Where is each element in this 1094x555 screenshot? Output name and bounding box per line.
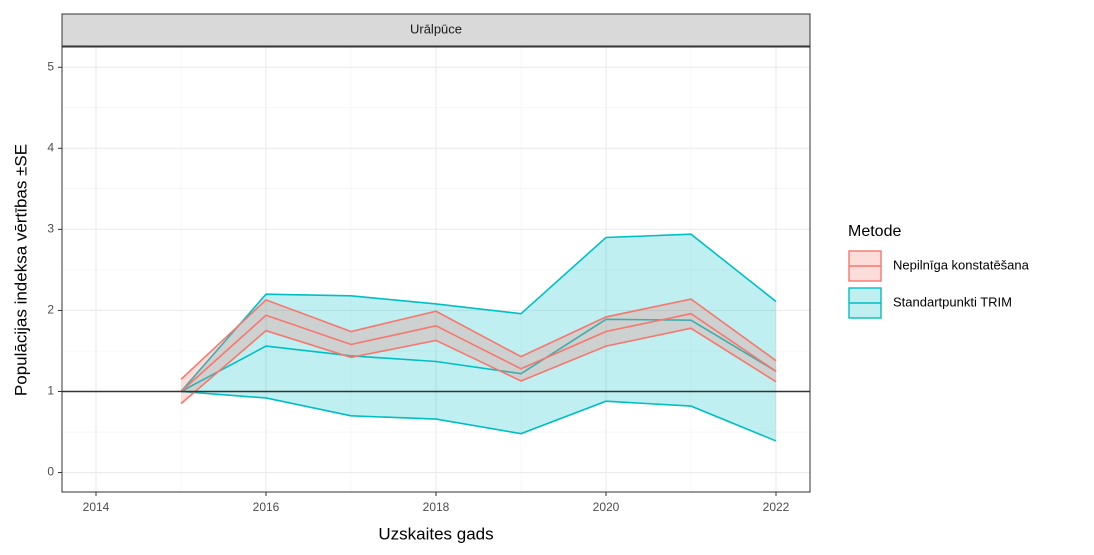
se-lower-line [180, 390, 777, 442]
x-tick-label: 2020 [593, 500, 620, 514]
strip-label: Urālpūce [410, 21, 462, 36]
legend-label: Standartpunkti TRIM [893, 294, 1012, 309]
panel-border [61, 46, 811, 493]
y-axis-title: Populācijas indeksa vērtības ±SE [11, 144, 30, 396]
se-ribbon [181, 234, 776, 441]
legend-label: Nepilnīga konstatēšana [893, 257, 1030, 272]
x-tick-label: 2022 [763, 500, 790, 514]
y-tick-label: 4 [47, 140, 54, 154]
legend-title: Metode [848, 223, 901, 240]
x-tick-label: 2016 [253, 500, 280, 514]
se-ribbon [181, 299, 776, 404]
y-tick-label: 3 [47, 222, 54, 236]
se-upper-line [180, 298, 777, 380]
x-axis-title: Uzskaites gads [378, 524, 493, 543]
y-tick-label: 5 [47, 59, 54, 73]
y-tick-label: 0 [47, 465, 54, 479]
line [180, 312, 777, 393]
y-tick-label: 1 [47, 384, 54, 398]
se-lower-line [180, 327, 777, 405]
x-tick-label: 2018 [423, 500, 450, 514]
x-tick-label: 2014 [83, 500, 110, 514]
y-tick-label: 2 [47, 303, 54, 317]
line [180, 318, 777, 393]
se-upper-line [180, 233, 777, 393]
strip [61, 13, 811, 47]
